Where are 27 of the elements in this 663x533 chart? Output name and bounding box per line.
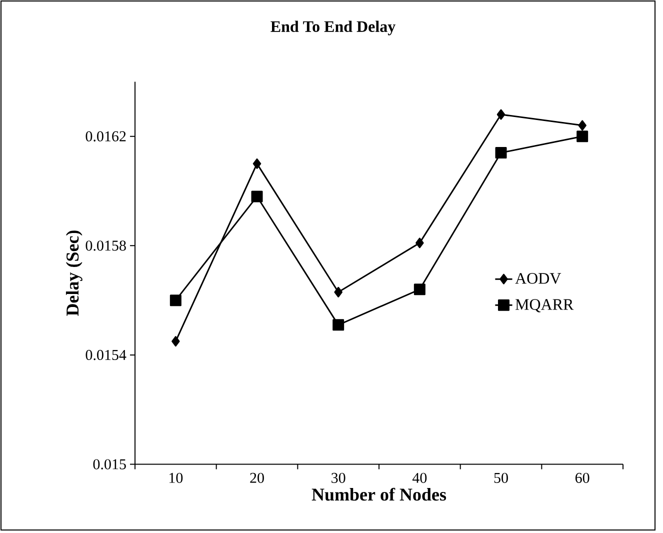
point bbox=[414, 284, 426, 296]
x-tick-label: 60 bbox=[575, 472, 590, 483]
x-tick-label: 20 bbox=[250, 472, 264, 483]
y-tick-label: 0.0158 bbox=[86, 240, 126, 251]
x-tick-label: 30 bbox=[332, 472, 346, 483]
point bbox=[495, 147, 507, 159]
legend-label: AODV bbox=[515, 273, 562, 284]
point bbox=[334, 286, 342, 298]
point bbox=[172, 336, 180, 347]
x-axis-title: Number of Nodes bbox=[312, 488, 446, 501]
y-tick-label: 0.0162 bbox=[86, 131, 126, 142]
x-tick-label: 50 bbox=[494, 472, 508, 483]
x-tick-label: 40 bbox=[412, 472, 427, 483]
point bbox=[578, 120, 586, 131]
y-tick-label: 0.015 bbox=[93, 459, 126, 470]
y-axis-title: Delay (Sec) bbox=[66, 230, 82, 316]
legend-label: MQARR bbox=[515, 299, 574, 312]
point bbox=[252, 158, 262, 169]
x-tick-label: 10 bbox=[169, 472, 183, 483]
y-tick-label: 0.0154 bbox=[86, 350, 126, 360]
point bbox=[332, 319, 344, 331]
point bbox=[576, 130, 588, 142]
point bbox=[251, 190, 263, 202]
chart-title: End To End Delay bbox=[270, 20, 396, 36]
point bbox=[496, 109, 506, 120]
point bbox=[416, 238, 424, 248]
point bbox=[170, 294, 182, 306]
